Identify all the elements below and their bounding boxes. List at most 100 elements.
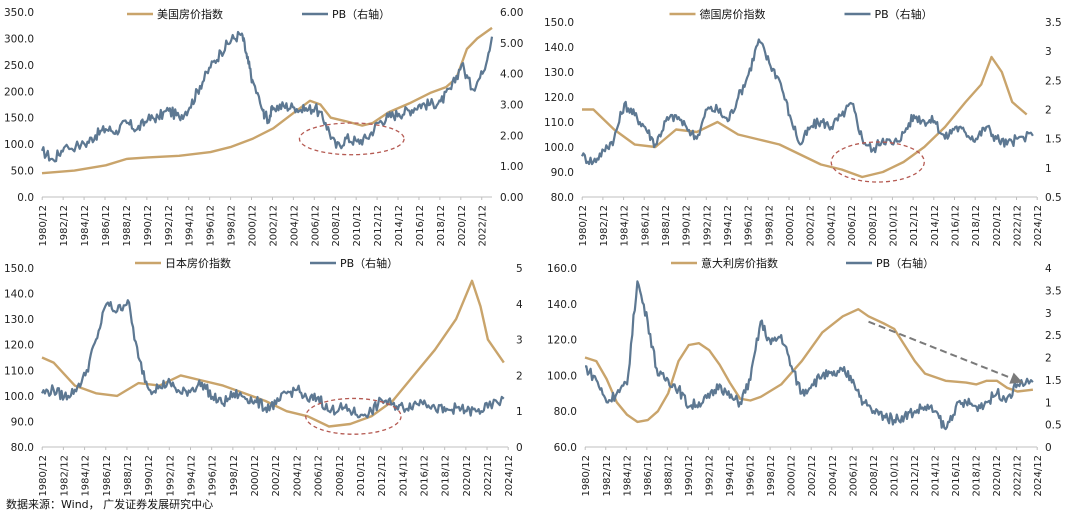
x-tick-label: 2004/12 <box>828 455 839 497</box>
x-tick-label: 2006/12 <box>847 205 858 247</box>
x-tick-label: 1996/12 <box>208 455 219 497</box>
y-right-tick-label: 2.5 <box>1045 75 1062 87</box>
x-tick-label: 2010/12 <box>356 455 367 497</box>
y-right-tick-label: 2 <box>516 370 523 382</box>
y-right-tick-label: 3 <box>1045 46 1052 58</box>
y-left-tick-label: 110.0 <box>4 365 34 377</box>
x-tick-label: 1990/12 <box>684 455 695 497</box>
x-tick-label: 2014/12 <box>398 455 409 497</box>
highlight-ellipse <box>830 141 925 183</box>
x-tick-label: 1984/12 <box>620 205 631 247</box>
x-tick-label: 1994/12 <box>723 205 734 247</box>
x-tick-label: 1992/12 <box>702 205 713 247</box>
x-tick-label: 2000/12 <box>250 455 261 497</box>
y-left-tick-label: 0.0 <box>17 192 34 204</box>
x-tick-label: 1994/12 <box>185 205 196 247</box>
chart-japan: 80.0 90.0 100.0 110.0 120.0 130.0 140.0 150.0 0 1… <box>4 256 523 497</box>
y-left-tick-label: 140.0 <box>4 289 34 301</box>
y-right-tick-label: 1.00 <box>500 161 523 173</box>
y-right-tick-label: 1.5 <box>1045 134 1062 146</box>
x-tick-label: 2020/12 <box>457 205 468 247</box>
y-right-tick-label: 0.5 <box>1045 420 1062 432</box>
x-tick-label: 2006/12 <box>848 455 859 497</box>
x-tick-label: 2014/12 <box>930 205 941 247</box>
legend-index-label: 德国房价指数 <box>700 7 766 21</box>
x-tick-label: 1990/12 <box>682 205 693 247</box>
x-tick-label: 1982/12 <box>59 205 70 247</box>
x-tick-label: 2024/12 <box>1033 455 1044 497</box>
x-tick-label: 2016/12 <box>951 455 962 497</box>
y-left-tick-label: 120.0 <box>4 340 34 352</box>
x-tick-label: 1994/12 <box>186 455 197 497</box>
x-tick-label: 2024/12 <box>504 455 515 497</box>
x-tick-label: 2004/12 <box>289 205 300 247</box>
x-tick-label: 2008/12 <box>868 205 879 247</box>
index-series-line <box>41 26 493 175</box>
x-tick-label: 2022/12 <box>483 455 494 497</box>
pb-series-line <box>585 280 1034 431</box>
x-tick-label: 1984/12 <box>80 205 91 247</box>
x-tick-label: 1998/12 <box>766 455 777 497</box>
y-right-tick-label: 3.5 <box>1045 17 1062 29</box>
x-tick-label: 2018/12 <box>436 205 447 247</box>
highlight-ellipse <box>305 397 402 435</box>
x-tick-label: 2000/12 <box>787 455 798 497</box>
x-tick-label: 1992/12 <box>704 455 715 497</box>
source-note: 数据来源：Wind， 广发证券发展研究中心 <box>6 498 214 511</box>
x-tick-label: 1988/12 <box>661 205 672 247</box>
trend-arrow-head <box>1009 372 1023 384</box>
x-tick-label: 1986/12 <box>643 455 654 497</box>
x-tick-label: 1986/12 <box>640 205 651 247</box>
y-left-tick-label: 120.0 <box>544 92 574 104</box>
x-tick-label: 1988/12 <box>123 455 134 497</box>
x-tick-label: 2016/12 <box>419 455 430 497</box>
y-right-tick-label: 0.5 <box>1045 192 1062 204</box>
x-tick-label: 2020/12 <box>992 205 1003 247</box>
legend-pb-label: PB（右轴） <box>876 256 934 270</box>
y-left-tick-label: 140.0 <box>547 299 577 311</box>
x-tick-label: 1984/12 <box>622 455 633 497</box>
pb-series-line <box>41 299 505 419</box>
y-left-tick-label: 80.0 <box>551 192 574 204</box>
y-left-tick-label: 350.0 <box>4 7 34 19</box>
x-tick-label: 1986/12 <box>101 205 112 247</box>
y-right-tick-label: 4 <box>1045 263 1052 275</box>
y-right-tick-label: 2.5 <box>1045 330 1062 342</box>
y-left-tick-label: 130.0 <box>544 67 574 79</box>
x-tick-label: 2022/12 <box>478 205 489 247</box>
x-tick-label: 1982/12 <box>602 455 613 497</box>
pb-series-line <box>581 38 1034 166</box>
y-right-tick-label: 1 <box>1045 397 1052 409</box>
y-left-tick-label: 140.0 <box>544 42 574 54</box>
y-right-tick-label: 5 <box>516 263 523 275</box>
y-right-tick-label: 5.00 <box>500 38 523 50</box>
y-left-tick-label: 100.0 <box>4 391 34 403</box>
chart-us: 0.0 50.0 100.0 150.0 200.0 250.0 300.0 350.0 0.0… <box>4 7 523 247</box>
y-right-tick-label: 3.00 <box>500 100 523 112</box>
y-left-tick-label: 90.0 <box>11 416 34 428</box>
y-right-tick-label: 1.5 <box>1045 375 1062 387</box>
x-tick-label: 1988/12 <box>122 205 133 247</box>
y-left-tick-label: 80.0 <box>11 442 34 454</box>
y-right-tick-label: 3.5 <box>1045 285 1062 297</box>
x-tick-label: 1980/12 <box>38 455 49 497</box>
x-tick-label: 2024/12 <box>1033 205 1044 247</box>
y-left-tick-label: 50.0 <box>11 166 34 178</box>
legend-pb-label: PB（右轴） <box>332 7 390 21</box>
y-right-tick-label: 1 <box>1045 163 1052 175</box>
x-tick-label: 2008/12 <box>335 455 346 497</box>
y-right-tick-label: 1 <box>516 406 523 418</box>
x-tick-label: 2004/12 <box>826 205 837 247</box>
x-tick-label: 2006/12 <box>310 205 321 247</box>
x-tick-label: 1984/12 <box>81 455 92 497</box>
x-tick-label: 1994/12 <box>725 455 736 497</box>
x-tick-label: 2002/12 <box>806 205 817 247</box>
x-tick-label: 1986/12 <box>102 455 113 497</box>
highlight-ellipse <box>298 122 405 156</box>
x-tick-label: 1992/12 <box>164 205 175 247</box>
y-right-tick-label: 0 <box>1045 442 1052 454</box>
x-tick-label: 1998/12 <box>764 205 775 247</box>
x-tick-label: 1982/12 <box>59 455 70 497</box>
x-tick-label: 1990/12 <box>144 455 155 497</box>
